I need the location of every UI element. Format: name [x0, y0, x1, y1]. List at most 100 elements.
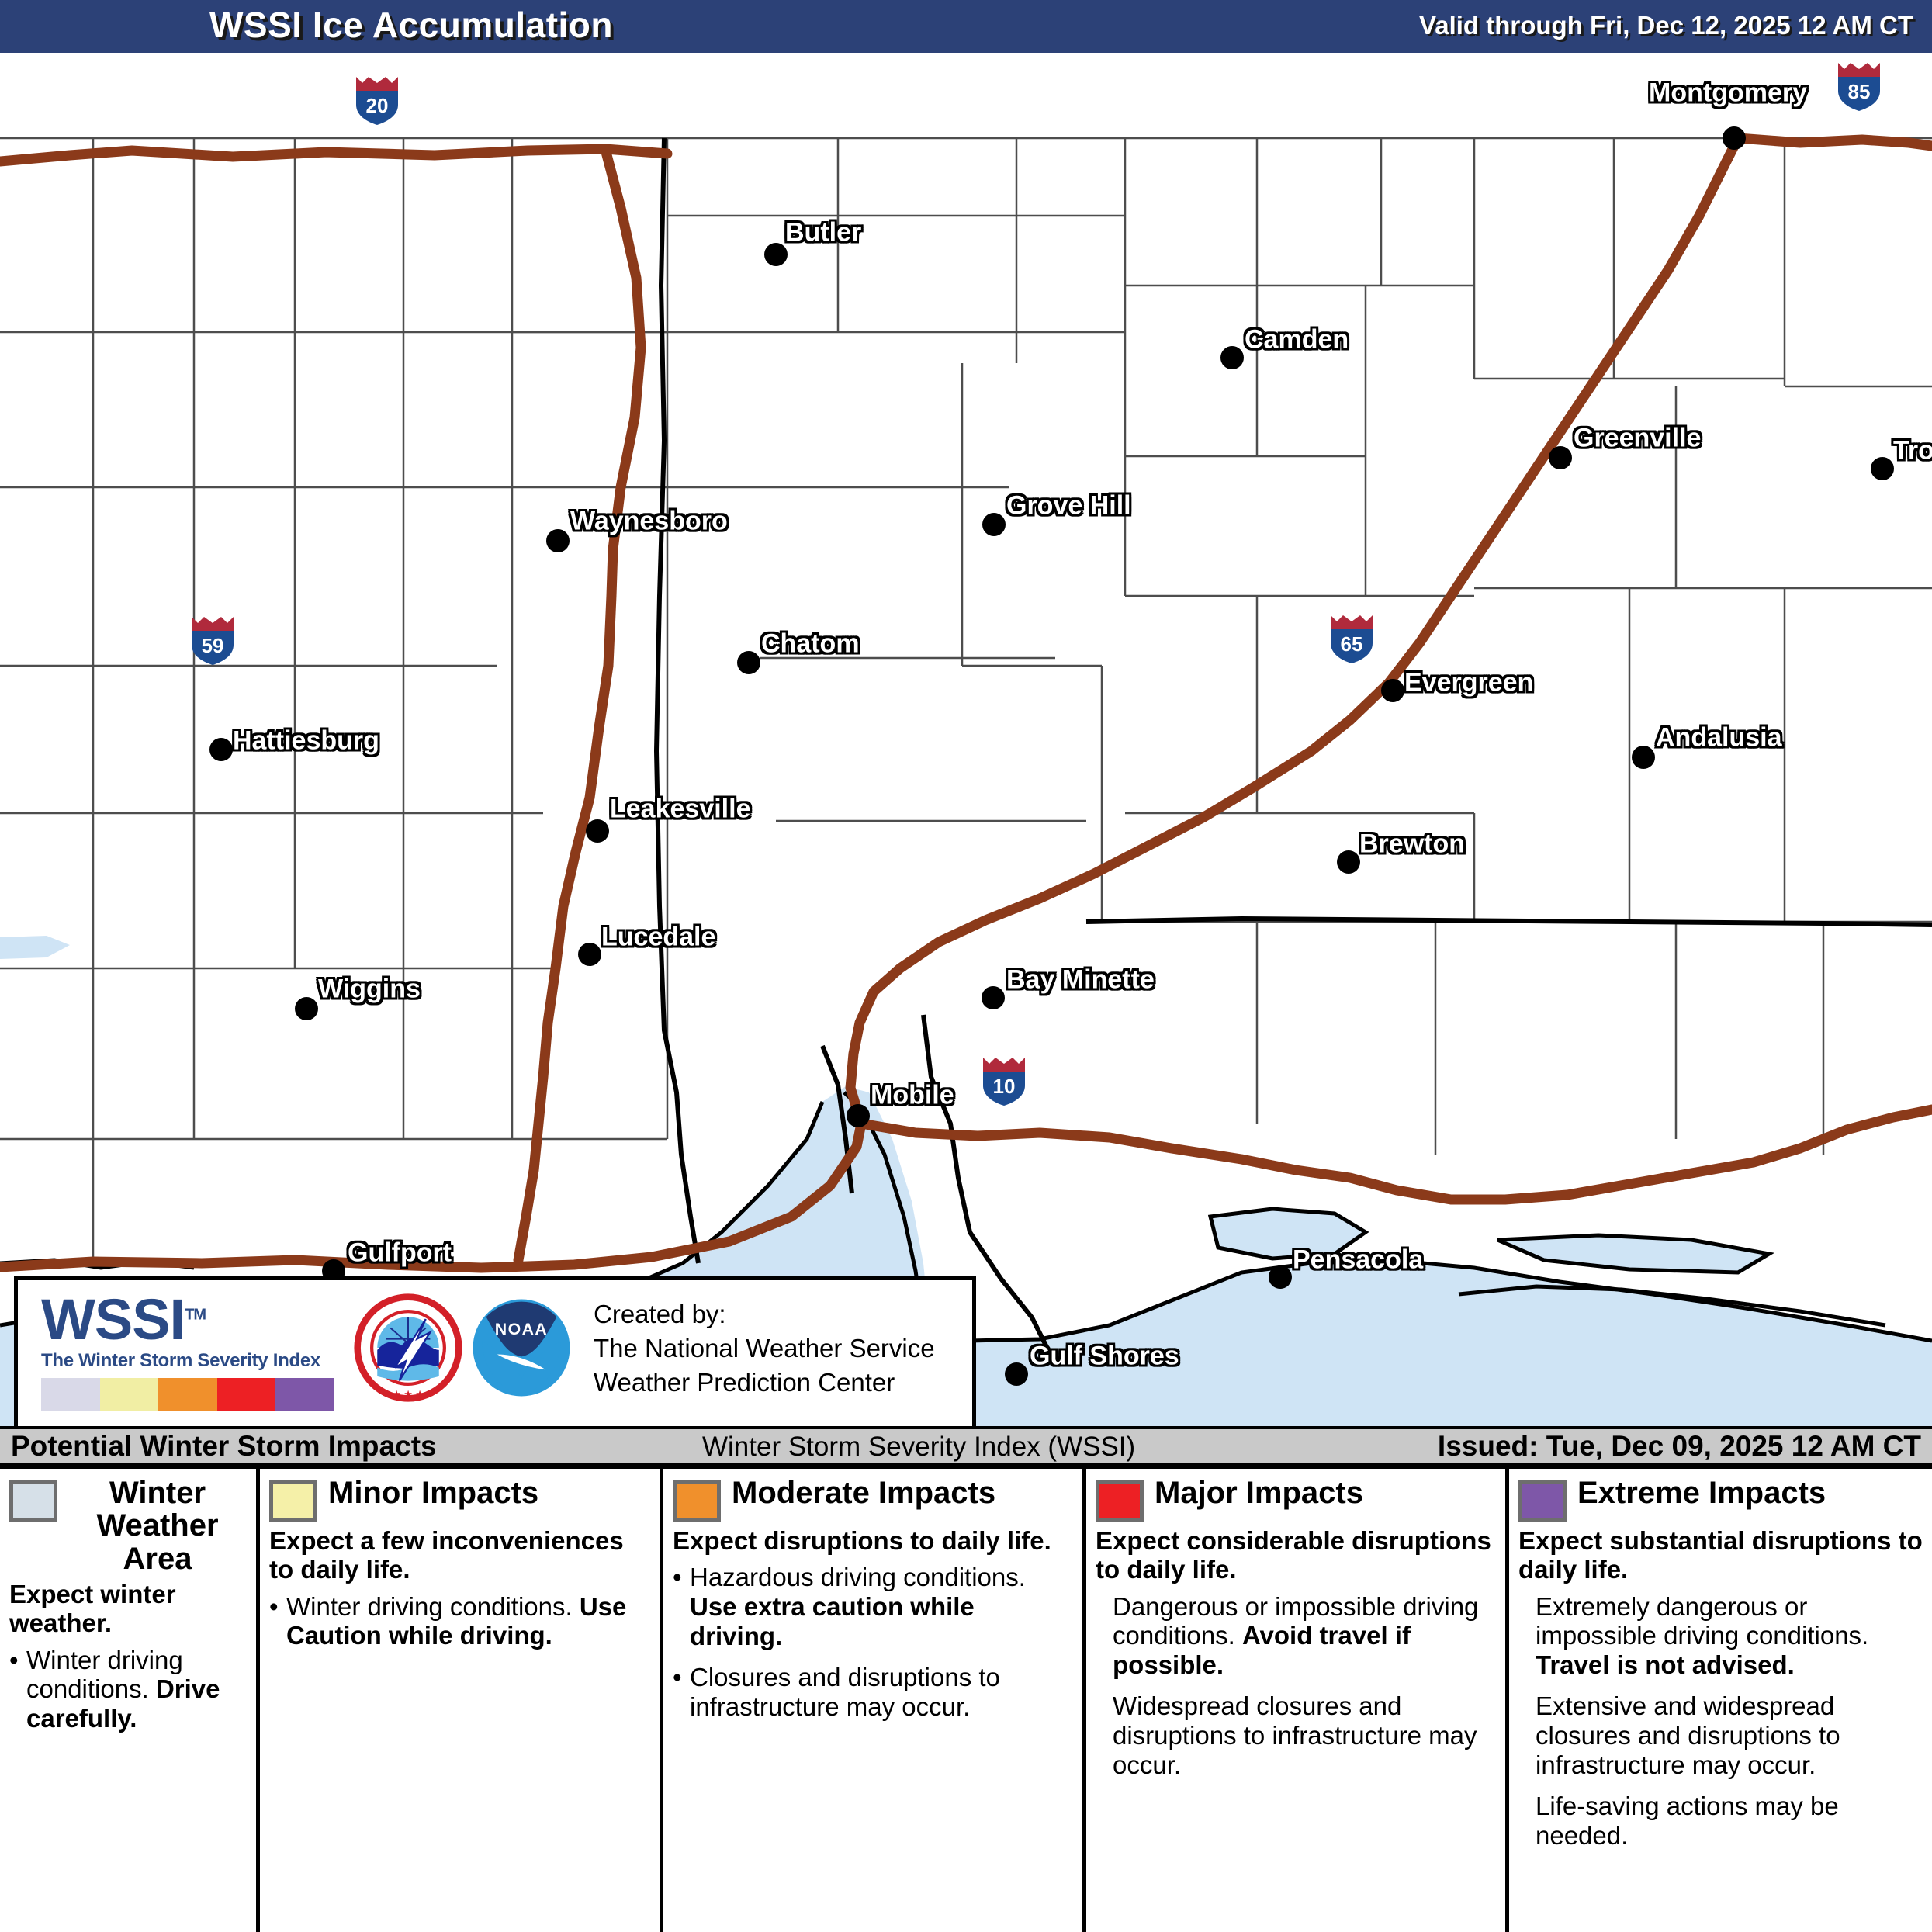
wssi-trademark: TM: [185, 1306, 206, 1324]
city-dot: [209, 738, 233, 761]
created-by-block: Created by: The National Weather Service W…: [594, 1297, 935, 1400]
city-dot: [1632, 746, 1655, 769]
bullet-icon: •: [673, 1663, 682, 1692]
legend-bullet-text: Dangerous or impossible driving conditio…: [1113, 1592, 1496, 1680]
legend-column[interactable]: Minor Impacts Expect a few inconveniences…: [256, 1469, 660, 1932]
wssi-subtitle: The Winter Storm Severity Index: [41, 1350, 320, 1371]
city-dot: [546, 529, 570, 552]
legend-bullet-plain: Winter driving conditions.: [26, 1645, 183, 1704]
svg-text:20: 20: [366, 94, 389, 117]
legend-color-swatch: [269, 1480, 317, 1522]
legend-intro-text: Expect a few inconveniences to daily lif…: [269, 1526, 624, 1584]
legend-column[interactable]: Major Impacts Expect considerable disrupt…: [1082, 1469, 1505, 1932]
legend-bullet-plain: Life-saving actions may be needed.: [1536, 1792, 1839, 1850]
city-dot: [982, 986, 1005, 1009]
city-label: Camden: [1245, 324, 1349, 355]
legend-column[interactable]: Winter Weather Area Expect winter weather…: [0, 1469, 256, 1932]
city-label: Andalusia: [1656, 722, 1782, 753]
city-label: Greenville: [1574, 423, 1702, 453]
legend-heading-row: Major Impacts: [1096, 1477, 1496, 1522]
city-label: Brewton: [1359, 829, 1465, 859]
bullet-icon: •: [269, 1591, 279, 1621]
city-label: Montgomery: [1649, 78, 1807, 108]
legend-intro-text: Expect disruptions to daily life.: [673, 1526, 1051, 1555]
wssi-wordmark-text: WSSI: [41, 1287, 185, 1352]
city-dot: [295, 997, 318, 1020]
city-dot: [1381, 679, 1404, 702]
legend-heading-row: Minor Impacts: [269, 1477, 650, 1522]
noaa-logo: NOAA: [466, 1293, 576, 1403]
city-dot: [982, 513, 1006, 536]
city-label: Bay Minette: [1006, 964, 1155, 995]
city-label: Wiggins: [318, 974, 421, 1004]
legend-bullet-item: •Dangerous or impossible driving conditi…: [1096, 1592, 1496, 1680]
legend-heading-row: Extreme Impacts: [1518, 1477, 1923, 1522]
legend-heading-row: Winter Weather Area: [9, 1477, 247, 1575]
legend-bullet-bold: Travel is not advised.: [1536, 1650, 1795, 1679]
legend-bullet-list: •Extremely dangerous or impossible drivi…: [1518, 1592, 1923, 1851]
legend-column[interactable]: Moderate Impacts Expect disruptions to da…: [660, 1469, 1082, 1932]
legend-bullet-text: Hazardous driving conditions. Use extra …: [690, 1563, 1073, 1650]
legend-color-swatch: [9, 1480, 57, 1522]
interstate-shield-85: 85: [1835, 58, 1883, 113]
legend-bullet-item: • Winter driving conditions. Use Caution …: [269, 1592, 650, 1650]
legend-bullet-text: Extremely dangerous or impossible drivin…: [1536, 1592, 1923, 1680]
wssi-brand: WSSITM The Winter Storm Severity Index: [41, 1291, 351, 1411]
legend-bullet-item: •Extensive and widespread closures and d…: [1518, 1691, 1923, 1779]
legend-bullet-item: •Life-saving actions may be needed.: [1518, 1792, 1923, 1850]
city-label: Waynesboro: [570, 506, 728, 536]
svg-text:59: 59: [202, 634, 224, 657]
svg-text:65: 65: [1341, 632, 1363, 656]
page-title: WSSI Ice Accumulation: [209, 5, 614, 45]
interstate-shield-65: 65: [1328, 611, 1376, 665]
created-by-line: The National Weather Service: [594, 1333, 935, 1362]
legend-bullet-plain: Widespread closures and disruptions to i…: [1113, 1691, 1477, 1779]
city-label: Evergreen: [1404, 667, 1534, 698]
wssi-scale-swatch: [275, 1378, 334, 1411]
city-label: Leakesville: [610, 794, 751, 824]
legend-bullet-text: Widespread closures and disruptions to i…: [1113, 1691, 1496, 1779]
city-dot: [586, 819, 609, 843]
city-label: Gulfport: [348, 1238, 452, 1268]
legend-bullet-bold: Drive carefully.: [26, 1674, 220, 1733]
legend-bullet-item: •Extremely dangerous or impossible drivi…: [1518, 1592, 1923, 1680]
bullet-icon: •: [673, 1563, 682, 1592]
city-label: Lucedale: [601, 922, 716, 952]
legend-bullet-plain: Dangerous or impossible driving conditio…: [1113, 1591, 1479, 1650]
legend-bullet-list: •Dangerous or impossible driving conditi…: [1096, 1592, 1496, 1780]
legend-bullet-text: Winter driving conditions. Use Caution w…: [286, 1592, 650, 1650]
legend-bullet-text: Extensive and widespread closures and di…: [1536, 1691, 1923, 1779]
legend-heading-label: Minor Impacts: [328, 1476, 539, 1510]
city-dot: [1005, 1362, 1028, 1386]
legend-bullet-bold: Use extra caution while driving.: [690, 1591, 975, 1650]
wssi-scale-swatch: [216, 1378, 276, 1411]
wssi-scale-swatch: [99, 1378, 159, 1411]
city-dot: [1337, 850, 1360, 874]
legend-bullet-bold: Use Caution while driving.: [286, 1591, 627, 1650]
legend-intro-text: Expect substantial disruptions to daily …: [1518, 1526, 1923, 1584]
map-canvas[interactable]: 20 85 59 65: [0, 53, 1932, 1426]
legend-bullet-list: • Winter driving conditions. Drive carefu…: [9, 1646, 247, 1733]
legend-bullet-plain: Hazardous driving conditions.: [690, 1563, 1026, 1592]
legend-heading-label: Winter Weather Area: [96, 1476, 219, 1576]
city-label: Grove Hill: [1006, 490, 1131, 521]
city-dot: [847, 1104, 870, 1127]
svg-text:85: 85: [1848, 80, 1871, 103]
legend-intro-text: Expect winter weather.: [9, 1580, 176, 1638]
legend-bullet-plain: Closures and disruptions to infrastructu…: [690, 1663, 1000, 1721]
wssi-scale-swatch: [41, 1378, 100, 1411]
created-by-line: Created by:: [594, 1300, 726, 1328]
created-by-line: Weather Prediction Center: [594, 1367, 895, 1397]
legend-color-swatch: [1096, 1480, 1144, 1522]
legend-column[interactable]: Extreme Impacts Expect substantial disrup…: [1505, 1469, 1932, 1932]
svg-text:NOAA: NOAA: [495, 1320, 548, 1338]
city-dot: [578, 943, 601, 966]
legend-bullet-item: • Winter driving conditions. Drive carefu…: [9, 1646, 247, 1733]
legend-bullet-item: •Widespread closures and disruptions to …: [1096, 1691, 1496, 1779]
legend-heading-label: Extreme Impacts: [1577, 1476, 1826, 1510]
legend-heading-label: Moderate Impacts: [732, 1476, 996, 1510]
legend-heading-label: Major Impacts: [1155, 1476, 1363, 1510]
svg-text:10: 10: [993, 1075, 1016, 1098]
legend-heading-row: Moderate Impacts: [673, 1477, 1073, 1522]
